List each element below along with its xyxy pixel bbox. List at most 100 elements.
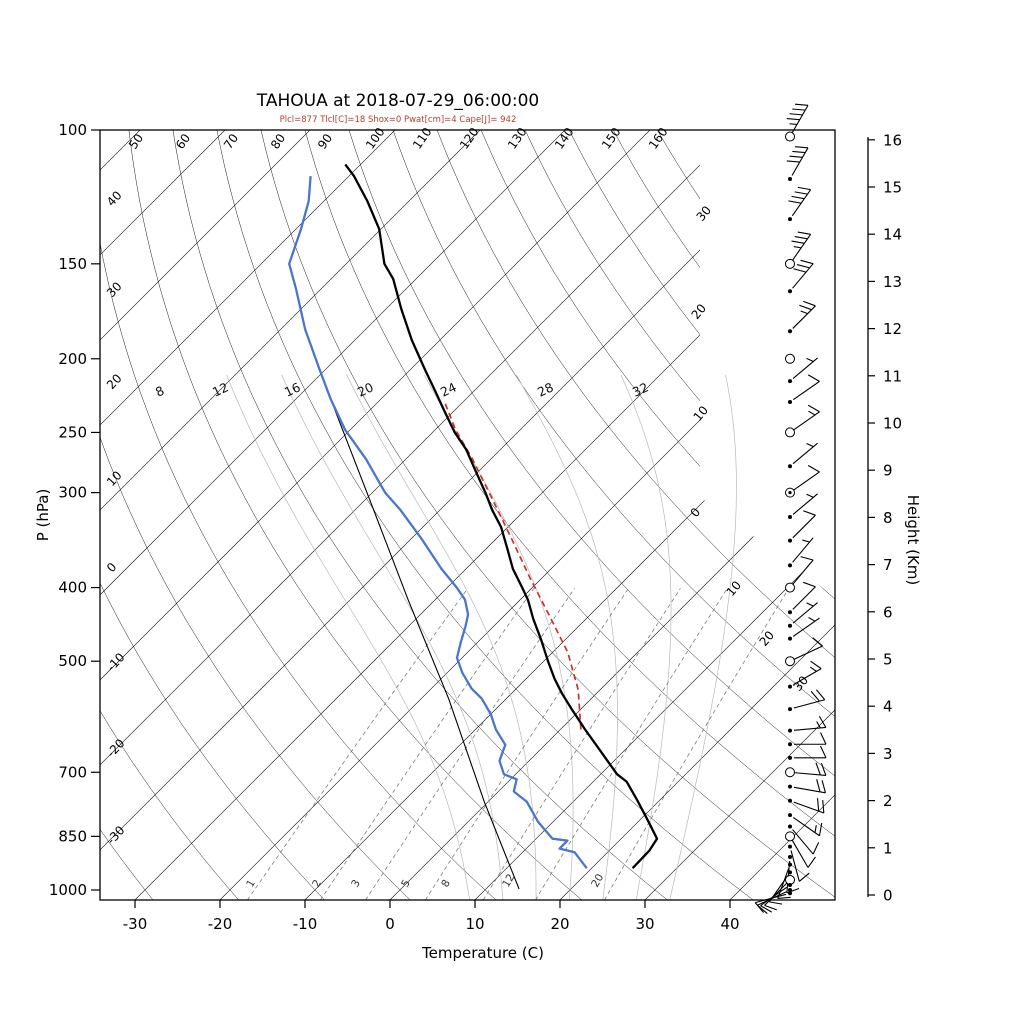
wind-barb-feather [810,690,820,702]
moist-adiabat-line [669,374,737,900]
wind-barb-feather [800,259,814,265]
barb-station-dot [788,888,792,892]
wind-barb-feather [769,901,783,905]
barb-station-dot [788,870,792,875]
dry-adiabat-line [612,130,835,900]
dry-adiabat-line [172,130,668,900]
temperature-tick-label: 20 [550,915,569,933]
barb-station-dot [788,400,792,405]
adiabat-top-label: 90 [315,131,335,152]
wind-barb-staff [792,514,816,539]
wind-barb-feather [812,637,823,647]
mixing-ratio-line [424,588,629,900]
height-tick-label: 11 [883,367,902,385]
moist-adiabat-label: 8 [153,383,167,400]
wind-barb-feather [820,732,827,745]
barb-station-dot [788,623,792,628]
wind-barb-feather [803,581,816,588]
wind-barb-halffeather [809,666,817,672]
wind-barb-staff [792,380,820,401]
wind-barb-feather [795,103,809,106]
wind-barb-feather [786,160,800,163]
barb-station-dot [788,784,792,789]
barb-station-dot [788,610,792,615]
mixing-ratio-label: 3 [349,878,363,890]
adiabat-top-label: 150 [599,125,624,152]
isotherm-line [559,130,835,900]
height-tick-label: 5 [883,651,893,669]
isotherm-line [304,130,835,900]
wind-barb-feather [795,146,809,149]
barb-station-dot [788,742,792,747]
dry-adiabat-line [216,130,754,900]
wind-barb-halffeather [800,310,808,315]
barb-station-circle [785,656,795,667]
wind-barb-column [754,103,827,914]
dry-adiabat-line [656,130,835,900]
dry-adiabat-line [260,130,835,900]
wind-barb-staff [792,442,818,465]
wind-barb-staff [791,234,812,261]
barb-station-dot [788,728,792,733]
isotherm-right-label: 20 [689,301,710,322]
barb-station-dot [788,636,792,641]
height-tick-label: 10 [883,415,902,433]
height-tick-label: 8 [883,509,893,527]
isotherm-right-label: 0 [688,505,704,520]
wind-barb-feather [821,780,826,793]
pressure-tick-label: 300 [58,484,87,502]
height-axis-label: Height (Km) [904,495,922,586]
adiabat-top-label: 80 [268,131,288,152]
wind-barb-feather [807,374,820,382]
isotherm-left-label: -30 [104,823,128,847]
temperature-axis-label: Temperature (C) [421,944,544,962]
barb-station-dot [788,217,792,222]
dry-adiabat-line [480,130,835,900]
height-tick-label: 9 [883,462,893,480]
wind-barb-feather [818,715,827,728]
adiabat-top-label: 160 [646,125,671,152]
height-tick-label: 12 [883,320,902,338]
moist-adiabat-label: 16 [282,379,303,399]
wind-barb-feather [803,510,816,516]
barb-station-circle [785,353,795,364]
pressure-tick-label: 250 [58,423,87,441]
barb-station-dot [788,855,792,860]
isotherm-line [100,130,651,900]
barb-station-circle [785,258,795,269]
barb-station-dot [788,514,792,519]
wind-barb-halffeather [806,602,814,607]
wind-barb-staff [792,602,818,624]
wind-barb-staff [792,411,820,431]
dry-adiabat-line [568,130,835,900]
barb-station-circle [785,582,795,593]
barb-station-dot [788,862,792,867]
isotherm-line [100,130,311,900]
moist-adiabat-line [423,374,574,900]
dry-adiabat-line [700,130,835,900]
wind-barb-staff [793,668,822,686]
moist-adiabat-line [281,374,504,900]
wind-barb-feather [796,264,810,269]
moist-adiabat-label: 20 [355,379,376,399]
wind-barb-staff [792,305,816,329]
wind-barb-feather [815,762,821,776]
adiabat-top-label: 110 [410,125,435,152]
wind-barb-halffeather [814,825,817,833]
mixing-ratio-label: 8 [439,878,453,890]
wind-barb-feather [820,745,827,759]
dry-adiabat-line [524,130,835,900]
dry-adiabat-line [436,130,835,900]
wind-barb-feather [789,155,803,158]
adiabat-top-label: 140 [552,125,577,152]
barb-station-dot [788,798,792,803]
mixing-ratio-label: 2 [310,878,324,890]
isotherm-left-label: 30 [104,279,125,300]
wind-barb-feather [807,856,816,868]
isotherm-left-label: 20 [104,371,125,392]
wind-barb-feather [798,872,810,882]
isotherm-left-label: 40 [104,188,125,209]
